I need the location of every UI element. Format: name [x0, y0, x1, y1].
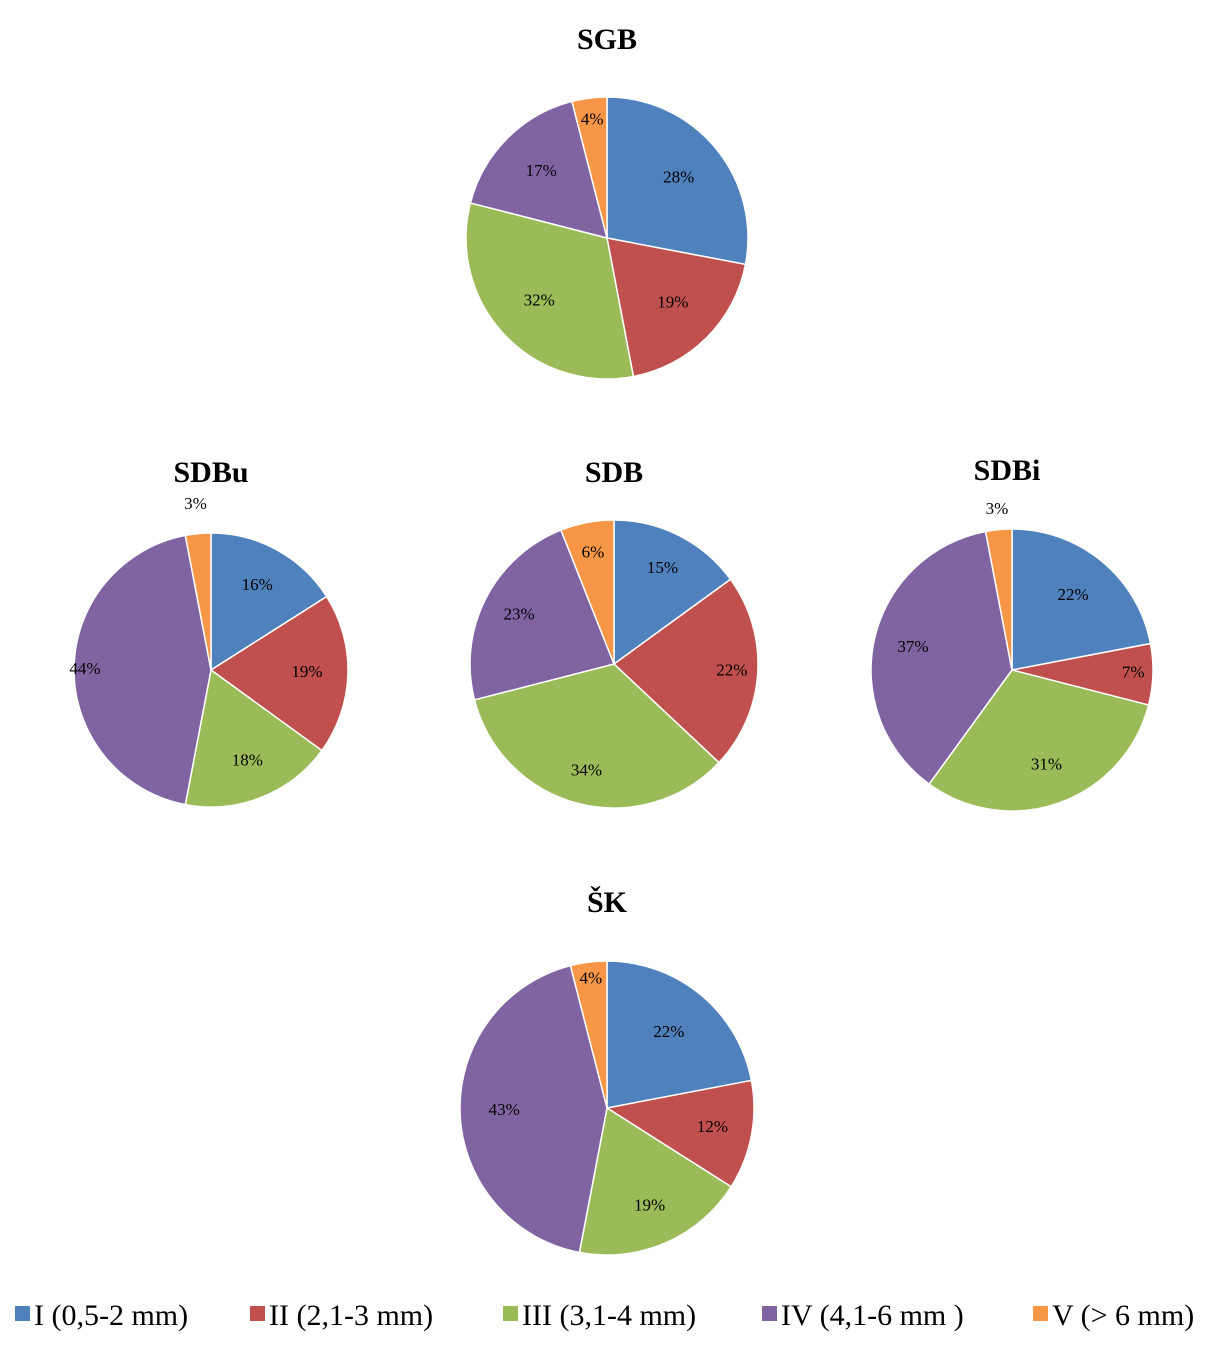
pie-sgb-slice-4	[469, 100, 609, 240]
pie-sdbi-label-4: 37%	[897, 637, 928, 656]
pie-sk-slice-1	[606, 960, 753, 1109]
pie-sdbu-title: SDBu	[173, 456, 248, 489]
pie-sdbi: SDBi 22% 7% 31% 37% 3%	[870, 454, 1154, 812]
pie-sdbi-slice-5	[984, 528, 1013, 671]
legend-label-2: II (2,1-3 mm)	[269, 1299, 433, 1332]
pie-sdb-slice-2	[612, 578, 759, 764]
pie-sgb-slice-2	[606, 237, 747, 378]
pie-sdbu-slice-5	[184, 532, 212, 671]
pie-sk-slice-2	[604, 1079, 755, 1188]
pie-sdbi-label-2: 7%	[1122, 663, 1145, 682]
pie-sdb-slice-4	[469, 529, 616, 701]
pie-sdb-slice-3	[473, 663, 721, 809]
pie-sdb-label-4: 23%	[504, 605, 535, 624]
pie-sgb-label-3: 32%	[524, 291, 555, 310]
pie-sgb-title: SGB	[577, 23, 637, 56]
pie-sdbu: SDBu 16% 19% 18% 44% 3%	[69, 456, 349, 808]
pie-sk-slice-5	[569, 960, 608, 1109]
pie-sk-slice-4	[459, 964, 608, 1254]
pie-sdbu-slice-1	[210, 532, 328, 672]
pie-sgb-slice-1	[606, 96, 749, 266]
legend-label-5: V (> 6 mm)	[1052, 1299, 1194, 1332]
pie-sdbu-label-5: 3%	[184, 494, 207, 513]
legend: I (0,5-2 mm) II (2,1-3 mm) III (3,1-4 mm) I…	[15, 1299, 1194, 1332]
pie-sgb-label-1: 28%	[663, 168, 694, 187]
pie-sgb: SGB 28% 19% 32% 17% 4%	[465, 23, 749, 380]
pie-sk-label-1: 22%	[653, 1022, 684, 1041]
legend-label-4: IV (4,1-6 mm )	[781, 1299, 964, 1332]
pie-sdbi-label-3: 31%	[1031, 754, 1062, 773]
pie-sdbi-slice-3	[928, 669, 1150, 812]
pie-sdb-label-3: 34%	[571, 760, 602, 779]
legend-swatch-4	[762, 1306, 777, 1321]
pie-sdb-label-2: 22%	[716, 660, 747, 679]
pie-sdbi-slice-1	[1011, 528, 1152, 671]
pie-sdbi-slice-4	[870, 530, 1013, 786]
pie-sgb-label-4: 17%	[526, 161, 557, 180]
pie-sgb-label-2: 19%	[657, 293, 688, 312]
pie-sdb-title: SDB	[585, 456, 643, 489]
pie-sdbi-label-1: 22%	[1058, 585, 1089, 604]
pie-sgb-slice-5	[571, 96, 608, 239]
legend-label-3: III (3,1-4 mm)	[522, 1299, 696, 1332]
pie-sk-slice-3	[578, 1106, 733, 1256]
pie-sdb: SDB 15% 22% 34% 23% 6%	[469, 456, 759, 809]
legend-swatch-5	[1033, 1306, 1048, 1321]
pie-sk-label-3: 19%	[634, 1195, 665, 1214]
pie-sdbu-slice-3	[184, 668, 323, 808]
pie-sk-title: ŠK	[587, 886, 628, 919]
legend-swatch-2	[250, 1306, 265, 1321]
pie-sgb-label-5: 4%	[581, 109, 604, 128]
pie-sdb-label-5: 6%	[582, 543, 605, 562]
pie-sdbu-slice-4	[73, 534, 212, 806]
pie-sk: ŠK 22% 12% 19% 43% 4%	[459, 886, 755, 1256]
pie-sdb-label-1: 15%	[647, 558, 678, 577]
pie-sdbu-label-4: 44%	[69, 659, 100, 678]
pie-sk-label-4: 43%	[489, 1100, 520, 1119]
legend-swatch-3	[503, 1306, 518, 1321]
pie-sdbu-label-1: 16%	[242, 575, 273, 594]
legend-swatch-1	[15, 1306, 30, 1321]
pie-sdb-slice-5	[560, 519, 615, 665]
pie-sdbu-label-2: 19%	[291, 662, 322, 681]
pie-sdbi-label-5: 3%	[986, 499, 1009, 518]
pie-sk-label-2: 12%	[697, 1117, 728, 1136]
pie-sdb-slice-1	[613, 519, 732, 666]
pie-sdbi-title: SDBi	[974, 454, 1041, 487]
pie-sgb-slice-3	[465, 202, 635, 380]
legend-label-1: I (0,5-2 mm)	[34, 1299, 188, 1332]
pie-sdbu-slice-2	[209, 595, 349, 752]
pie-sdbu-label-3: 18%	[232, 751, 263, 770]
pie-sk-label-5: 4%	[579, 969, 602, 988]
